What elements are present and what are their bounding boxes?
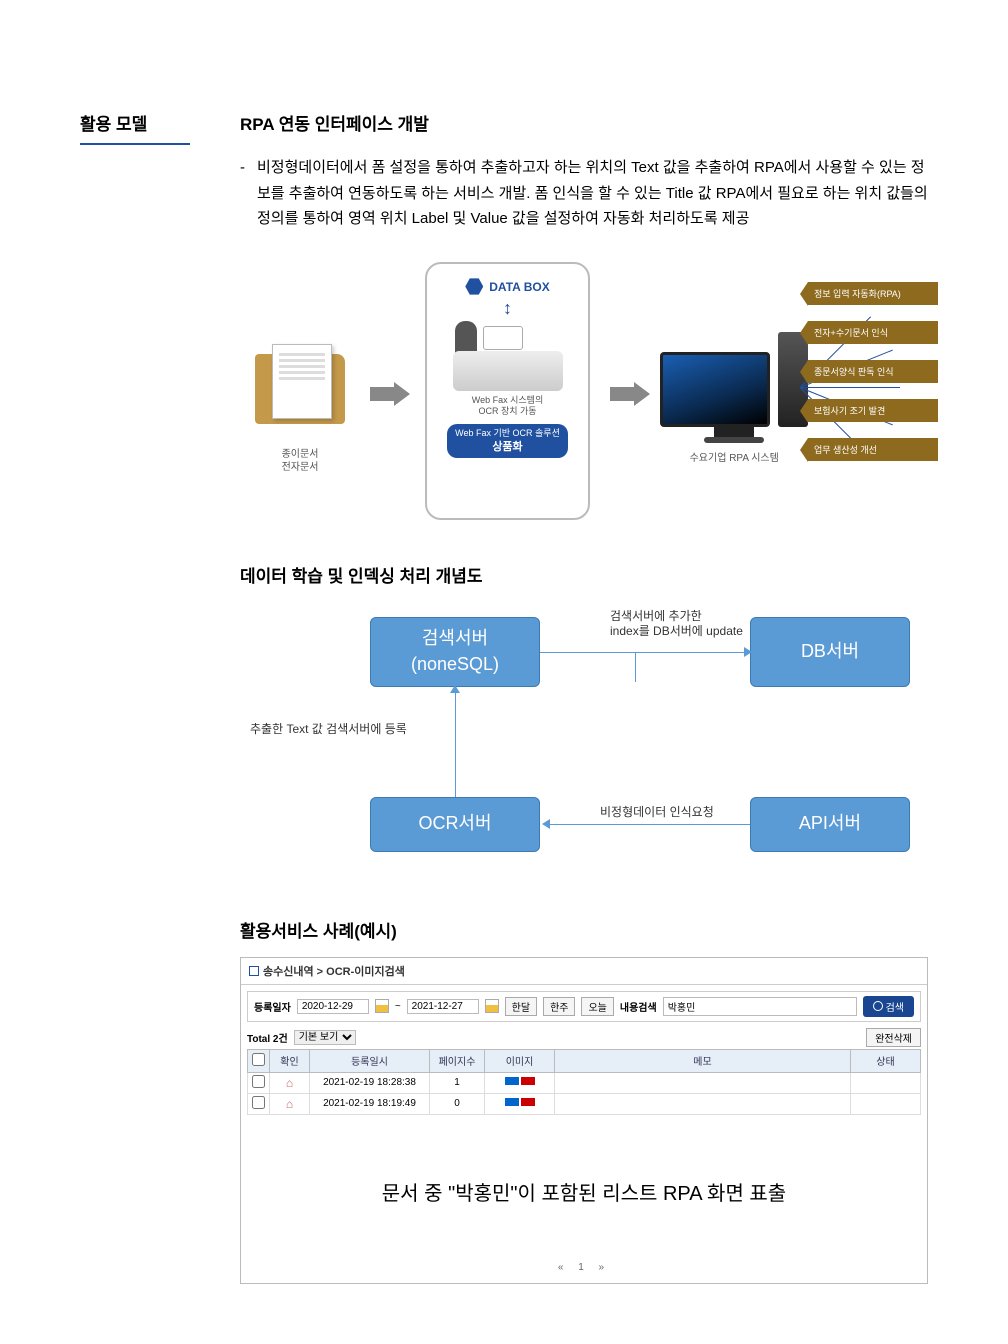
select-all-checkbox[interactable] <box>252 1053 265 1066</box>
section1-body-text: 비정형데이터에서 폼 설정을 통하여 추출하고자 하는 위치의 Text 값을 … <box>257 155 928 232</box>
monitor-caption: 수요기업 RPA 시스템 <box>660 449 808 464</box>
filter-bar: 등록일자 2020-12-29 ~ 2021-12-27 한달 한주 오늘 내용… <box>247 991 921 1022</box>
date-to-input[interactable]: 2021-12-27 <box>407 999 479 1014</box>
outcome-badges: 정보 입력 자동화(RPA) 전자+수기문서 인식 종문서양식 판독 인식 보험… <box>808 282 938 477</box>
edge-label-api-ocr: 비정형데이터 인식요청 <box>600 805 714 821</box>
rpa-flow-diagram: 종이문서 전자문서 DATA BOX ↕ Web Fax 시스템의 OCR 장치… <box>240 252 928 532</box>
edge-line <box>550 824 750 825</box>
col-status: 상태 <box>851 1049 921 1072</box>
content-search-label: 내용검색 <box>620 999 657 1014</box>
col-datetime: 등록일시 <box>310 1049 430 1072</box>
outcome-badge: 보험사기 조기 발견 <box>808 399 938 422</box>
section1-body: - 비정형데이터에서 폼 설정을 통하여 추출하고자 하는 위치의 Text 값… <box>240 155 928 232</box>
table-row[interactable]: ⌂ 2021-02-19 18:28:38 1 <box>248 1072 921 1093</box>
week-button[interactable]: 한주 <box>543 997 575 1016</box>
databox-logo-icon <box>465 278 483 296</box>
breadcrumb: 송수신내역 > OCR-이미지검색 <box>263 963 405 979</box>
window-icon <box>249 966 259 976</box>
cell-datetime: 2021-02-19 18:28:38 <box>310 1072 430 1093</box>
outcome-badge: 정보 입력 자동화(RPA) <box>808 282 938 305</box>
month-button[interactable]: 한달 <box>505 997 537 1016</box>
search-input[interactable]: 박홍민 <box>663 997 857 1016</box>
outcome-badge: 종문서양식 판독 인식 <box>808 360 938 383</box>
pill-top-text: Web Fax 기반 OCR 솔루션 <box>455 428 560 438</box>
arrow-head-icon <box>450 685 460 693</box>
overlay-caption: 문서 중 "박홍민"이 포함된 리스트 RPA 화면 표출 <box>241 1117 927 1256</box>
home-icon[interactable]: ⌂ <box>286 1076 293 1090</box>
fax-caption: Web Fax 시스템의 OCR 장치 가동 <box>435 395 580 418</box>
col-confirm: 확인 <box>270 1049 310 1072</box>
databox-label: DATA BOX <box>489 280 549 294</box>
fax-icon <box>453 321 563 391</box>
cell-datetime: 2021-02-19 18:19:49 <box>310 1093 430 1114</box>
monitor-icon <box>660 352 770 427</box>
edge-line <box>540 652 635 653</box>
date-from-input[interactable]: 2020-12-29 <box>297 999 369 1014</box>
view-mode-select[interactable]: 기본 보기 <box>294 1030 356 1045</box>
indexing-flow-diagram: 검색서버 (noneSQL) DB서버 OCR서버 API서버 추출한 Text… <box>240 607 928 887</box>
paper-doc-block: 종이문서 전자문서 <box>250 342 350 474</box>
total-count: Total 2건 <box>247 1030 288 1045</box>
tilde: ~ <box>395 1001 401 1012</box>
updown-arrow-icon: ↕ <box>435 298 580 319</box>
pager[interactable]: « 1 » <box>241 1256 927 1283</box>
bullet-dash: - <box>240 155 245 232</box>
edge-line <box>635 652 636 682</box>
arrow-head-icon <box>744 647 752 657</box>
edge-line <box>635 652 750 653</box>
node-ocr-server: OCR서버 <box>370 797 540 852</box>
section2-title: 데이터 학습 및 인덱싱 처리 개념도 <box>240 562 928 587</box>
cell-pages: 1 <box>430 1072 485 1093</box>
folder-caption: 종이문서 전자문서 <box>250 448 350 474</box>
search-button-label: 검색 <box>886 999 904 1014</box>
section3-title: 활용서비스 사례(예시) <box>240 917 928 942</box>
outcome-badge: 전자+수기문서 인식 <box>808 321 938 344</box>
table-row[interactable]: ⌂ 2021-02-19 18:19:49 0 <box>248 1093 921 1114</box>
databox-frame: DATA BOX ↕ Web Fax 시스템의 OCR 장치 가동 Web Fa… <box>425 262 590 520</box>
product-pill: Web Fax 기반 OCR 솔루션 상품화 <box>447 424 568 458</box>
edge-label-search-db: 검색서버에 추가한 index를 DB서버에 update <box>610 609 743 640</box>
col-pages: 페이지수 <box>430 1049 485 1072</box>
col-image: 이미지 <box>485 1049 555 1072</box>
edge-line <box>455 687 456 797</box>
app-titlebar: 송수신내역 > OCR-이미지검색 <box>241 958 927 985</box>
delete-all-button[interactable]: 완전삭제 <box>866 1028 921 1047</box>
edge-label-ocr-search: 추출한 Text 값 검색서버에 등록 <box>250 722 407 738</box>
arrow-icon <box>610 382 650 406</box>
rpa-system-block: 수요기업 RPA 시스템 <box>660 332 808 464</box>
results-table: 확인 등록일시 페이지수 이미지 메모 상태 ⌂ 2021-02-19 18:2… <box>247 1049 921 1115</box>
calendar-icon[interactable] <box>485 999 499 1013</box>
home-icon[interactable]: ⌂ <box>286 1097 293 1111</box>
rpa-app-screenshot: 송수신내역 > OCR-이미지검색 등록일자 2020-12-29 ~ 2021… <box>240 957 928 1284</box>
image-icons[interactable] <box>505 1077 535 1085</box>
cell-pages: 0 <box>430 1093 485 1114</box>
node-db-server: DB서버 <box>750 617 910 687</box>
section1-title: RPA 연동 인터페이스 개발 <box>240 110 928 135</box>
arrow-icon <box>370 382 410 406</box>
row-checkbox[interactable] <box>252 1096 265 1109</box>
today-button[interactable]: 오늘 <box>581 997 613 1016</box>
image-icons[interactable] <box>505 1098 535 1106</box>
node-search-server: 검색서버 (noneSQL) <box>370 617 540 687</box>
total-row: Total 2건 기본 보기 완전삭제 <box>247 1028 921 1047</box>
left-section-label: 활용 모델 <box>80 110 190 145</box>
node-api-server: API서버 <box>750 797 910 852</box>
date-label: 등록일자 <box>254 999 291 1014</box>
folder-icon <box>250 342 350 442</box>
arrow-head-icon <box>542 819 550 829</box>
search-button[interactable]: 검색 <box>863 996 914 1017</box>
calendar-icon[interactable] <box>375 999 389 1013</box>
outcome-badge: 업무 생산성 개선 <box>808 438 938 461</box>
row-checkbox[interactable] <box>252 1075 265 1088</box>
pill-main-text: 상품화 <box>455 440 560 454</box>
col-memo: 메모 <box>555 1049 851 1072</box>
